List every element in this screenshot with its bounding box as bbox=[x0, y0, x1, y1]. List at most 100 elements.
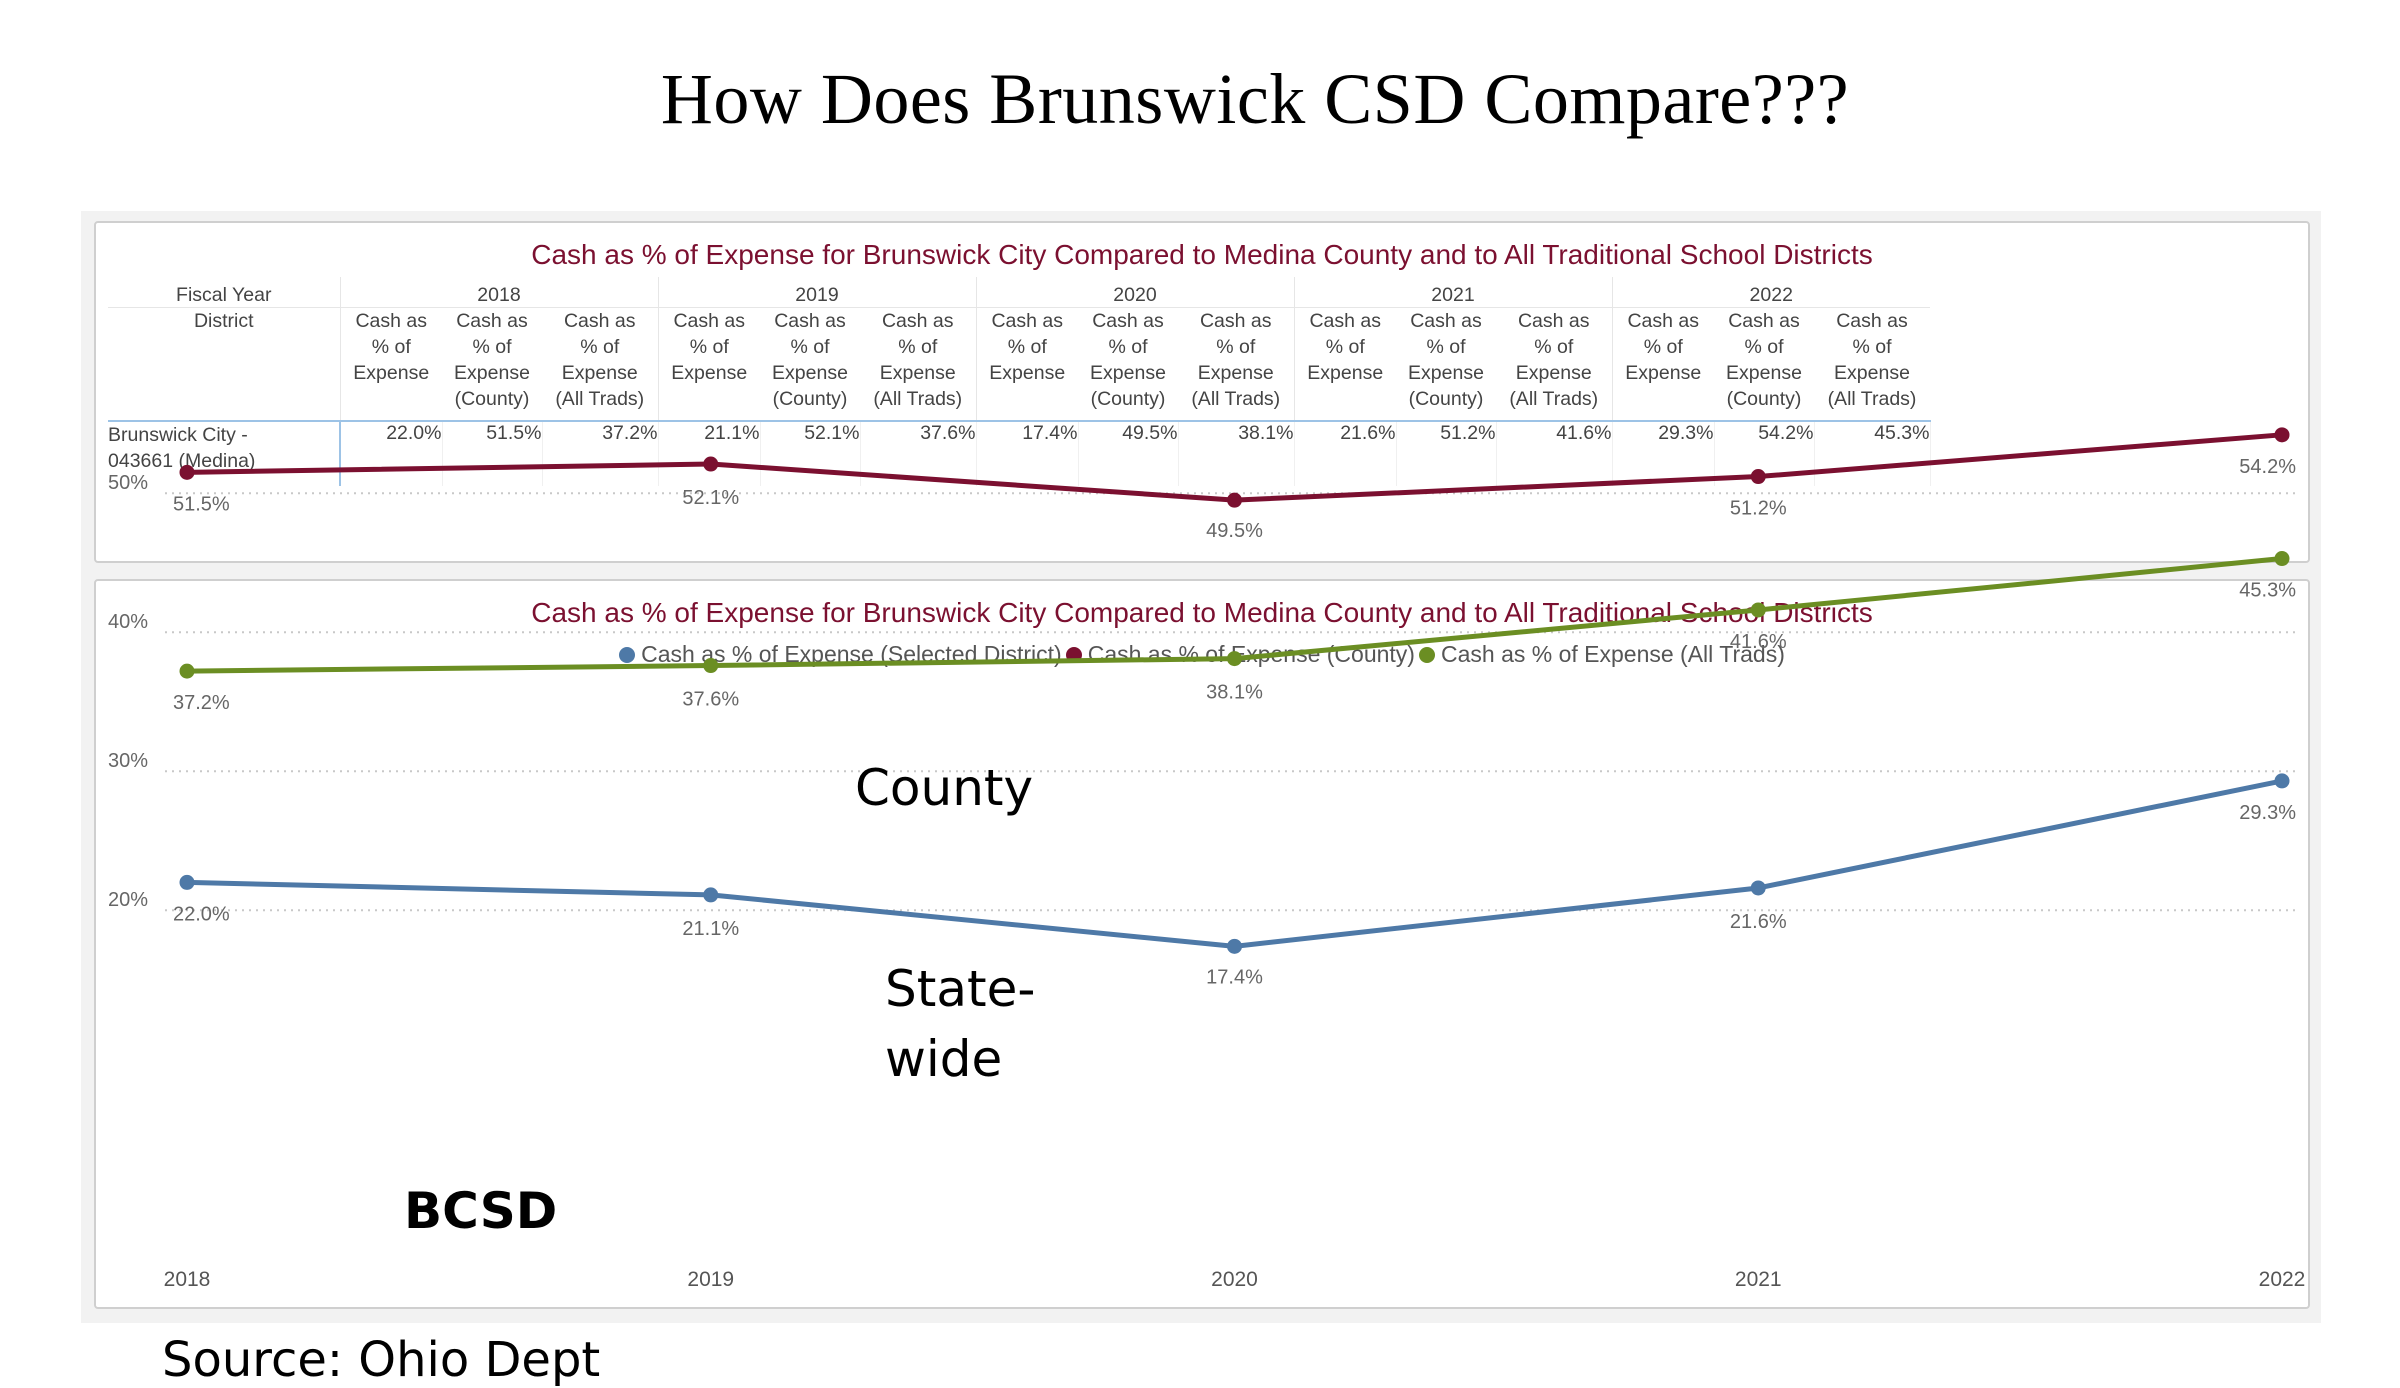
table-cell: 17.4% bbox=[975, 421, 1079, 486]
measure-header: Cash as % of Expense (County) bbox=[1396, 307, 1496, 422]
measure-header-line: Expense bbox=[561, 362, 638, 384]
measure-header-row: District Cash as % of Expense Cash as % of Ex… bbox=[108, 307, 1930, 422]
district-name-line-1: Brunswick City - bbox=[108, 424, 248, 446]
fiscal-year-label: Fiscal Year bbox=[108, 277, 340, 308]
measure-header-line: Expense bbox=[1408, 362, 1484, 384]
year-header-2020: 2020 bbox=[975, 277, 1294, 308]
measure-header-line: % of bbox=[371, 336, 411, 358]
measure-header-line: Cash as bbox=[1199, 310, 1272, 332]
table-cell: 37.2% bbox=[542, 421, 659, 486]
y-tick-label: 50% bbox=[108, 472, 148, 494]
data-point bbox=[1750, 469, 1766, 485]
district-name-line-2: 043661 (Medina) bbox=[108, 450, 256, 472]
data-label: 51.5% bbox=[173, 493, 230, 515]
data-label: 37.2% bbox=[173, 692, 230, 714]
measure-header-line: Cash as bbox=[774, 310, 846, 332]
measure-header: Cash as % of Expense (County) bbox=[442, 307, 542, 422]
measure-header-line: (All Trads) bbox=[1191, 388, 1281, 410]
measure-header: Cash as % of Expense bbox=[657, 307, 760, 422]
measure-header-line: Expense bbox=[879, 362, 956, 384]
measure-header-line: (County) bbox=[772, 388, 848, 410]
measure-header-line: (County) bbox=[454, 388, 530, 410]
x-tick-label: 2018 bbox=[164, 1268, 211, 1291]
line-chart-panel: Cash as % of Expense for Brunswick City … bbox=[94, 579, 2310, 1309]
measure-header-line: % of bbox=[790, 336, 830, 358]
table-cell: 22.0% bbox=[339, 421, 443, 486]
data-point bbox=[1750, 880, 1766, 896]
measure-header-line: % of bbox=[1534, 336, 1574, 358]
data-point bbox=[1227, 938, 1242, 954]
data-label: 38.1% bbox=[1206, 682, 1263, 704]
year-header-row: Fiscal Year 2018 2019 2020 2021 2022 bbox=[108, 277, 1930, 308]
table-cell: 21.1% bbox=[657, 421, 761, 486]
measure-header-line: % of bbox=[898, 336, 938, 358]
measure-header-line: % of bbox=[1108, 336, 1148, 358]
measure-header-line: Cash as bbox=[1517, 310, 1590, 332]
legend-item[interactable]: Cash as % of Expense (All Trads) bbox=[1418, 641, 1785, 668]
measure-header-line: Cash as bbox=[1410, 310, 1482, 332]
measure-header: Cash as % of Expense (All Trads) bbox=[860, 307, 976, 422]
table-cell: 49.5% bbox=[1078, 421, 1179, 486]
series-line bbox=[186, 432, 2283, 503]
measure-header: Cash as % of Expense bbox=[1611, 307, 1714, 422]
data-point bbox=[703, 456, 719, 472]
crosstab-table: Fiscal Year 2018 2019 2020 2021 2022 Distric… bbox=[108, 277, 1931, 486]
measure-header-line: % of bbox=[1643, 336, 1683, 358]
data-label: 54.2% bbox=[2239, 456, 2296, 478]
measure-header-line: % of bbox=[1852, 336, 1892, 358]
measure-header-line: Expense bbox=[1515, 362, 1592, 384]
measure-header: Cash as % of Expense bbox=[1293, 307, 1396, 422]
measure-header-line: Expense bbox=[454, 362, 530, 384]
data-label: 37.6% bbox=[682, 689, 739, 711]
data-point bbox=[2274, 551, 2290, 567]
legend-dot-icon bbox=[1418, 646, 1435, 663]
x-tick-label: 2022 bbox=[2259, 1268, 2306, 1291]
measure-header-line: Cash as bbox=[1092, 310, 1164, 332]
measure-header-line: Cash as bbox=[355, 310, 428, 332]
data-label: 22.0% bbox=[173, 903, 230, 925]
x-tick-label: 2019 bbox=[687, 1268, 734, 1291]
year-header-2022: 2022 bbox=[1611, 277, 1930, 308]
measure-header-line: Cash as bbox=[673, 310, 746, 332]
table-row[interactable]: Brunswick City - 043661 (Medina) 22.0% 51… bbox=[108, 421, 1931, 486]
legend-label: Cash as % of Expense (All Trads) bbox=[1440, 641, 1785, 667]
measure-header-line: Expense bbox=[1625, 362, 1702, 384]
measure-header: Cash as % of Expense (County) bbox=[760, 307, 860, 422]
measure-header-line: % of bbox=[1216, 336, 1256, 358]
measure-header-line: Cash as bbox=[1309, 310, 1382, 332]
measure-header-line: Expense bbox=[353, 362, 430, 384]
x-tick-label: 2021 bbox=[1735, 1268, 1782, 1291]
chart-annotation: State- bbox=[885, 960, 1035, 1018]
measure-header-line: Expense bbox=[1834, 362, 1910, 384]
data-label: 45.3% bbox=[2239, 580, 2296, 602]
measure-header-line: % of bbox=[689, 336, 729, 358]
year-header-2018: 2018 bbox=[339, 277, 658, 308]
y-tick-label: 20% bbox=[108, 889, 148, 911]
measure-header-line: % of bbox=[1007, 336, 1047, 358]
year-header-2019: 2019 bbox=[657, 277, 976, 308]
data-point bbox=[1750, 602, 1766, 618]
measure-header-line: Cash as bbox=[456, 310, 528, 332]
district-cell: Brunswick City - 043661 (Medina) bbox=[108, 421, 341, 486]
measure-header: Cash as % of Expense (County) bbox=[1714, 307, 1814, 422]
legend-dot-icon bbox=[619, 646, 636, 663]
data-point bbox=[703, 658, 719, 674]
measure-header-line: (County) bbox=[1090, 388, 1166, 410]
measure-header-line: Expense bbox=[1307, 362, 1384, 384]
measure-header-line: (All Trads) bbox=[1509, 388, 1599, 410]
data-label: 52.1% bbox=[682, 487, 739, 509]
table-cell: 29.3% bbox=[1611, 421, 1715, 486]
measure-header-line: Cash as bbox=[563, 310, 636, 332]
measure-header-line: Cash as bbox=[991, 310, 1064, 332]
measure-header: Cash as % of Expense (All Trads) bbox=[542, 307, 658, 422]
crosstab-panel: Cash as % of Expense for Brunswick City … bbox=[94, 221, 2310, 563]
measure-header-line: % of bbox=[1426, 336, 1466, 358]
data-label: 49.5% bbox=[1206, 520, 1263, 542]
table-cell: 51.5% bbox=[442, 421, 543, 486]
data-point bbox=[2274, 427, 2290, 443]
measure-header: Cash as % of Expense (All Trads) bbox=[1814, 307, 1930, 422]
measure-header-line: Cash as bbox=[1728, 310, 1800, 332]
measure-header-line: (All Trads) bbox=[873, 388, 963, 410]
data-point bbox=[179, 464, 195, 480]
table-cell: 21.6% bbox=[1293, 421, 1397, 486]
